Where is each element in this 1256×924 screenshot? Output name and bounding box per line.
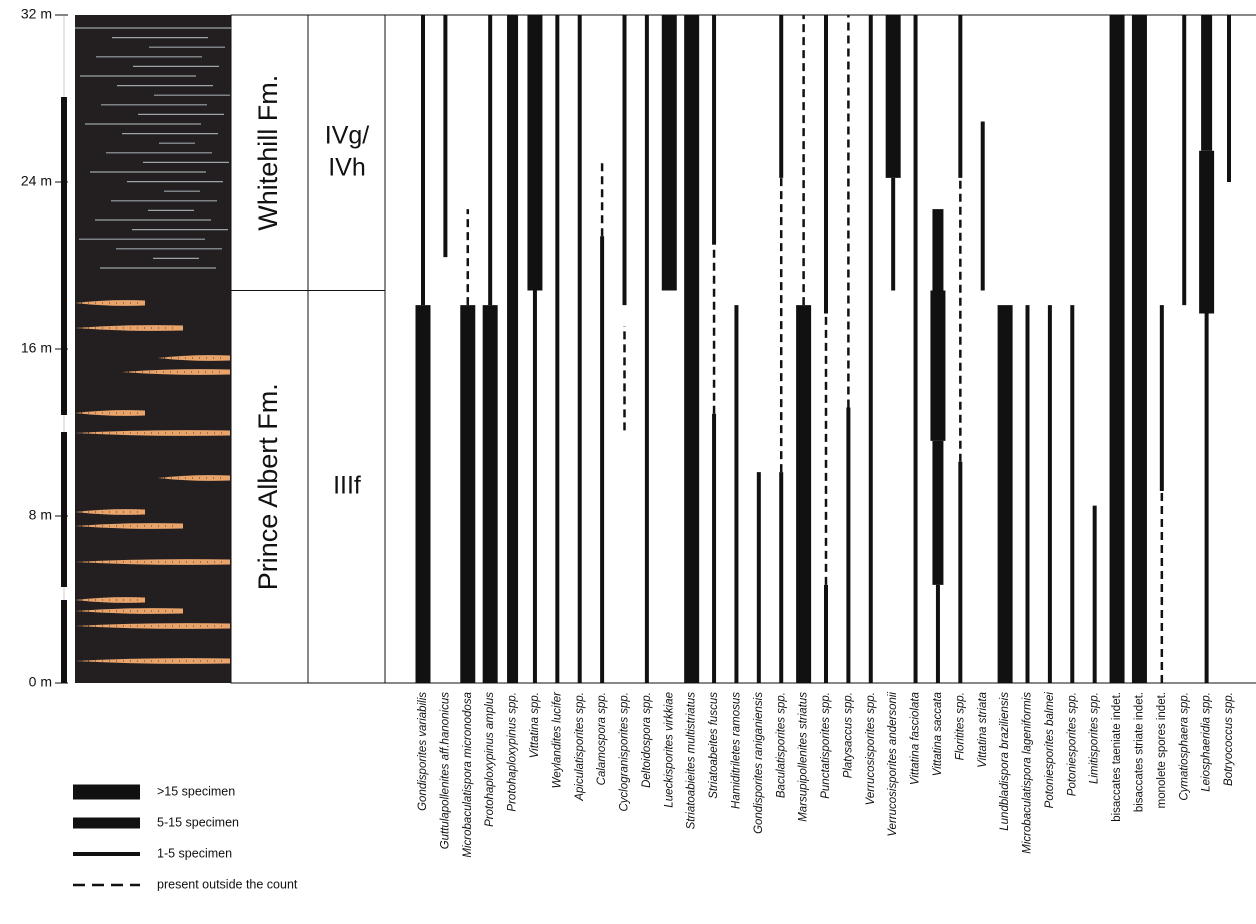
y-tick-label: 0 m	[29, 674, 52, 690]
taxon-label: Floritites spp.	[954, 692, 966, 760]
taxon-label: Verrucosisporites spp.	[865, 692, 877, 805]
taxon-label: Potoniesporites balmei	[1044, 692, 1056, 809]
taxon-label: Guttulapollenites aff.hanonicus	[439, 692, 451, 850]
taxon-label: Limitisporites spp.	[1089, 692, 1101, 784]
taxon-label: Weylandites lucifer	[551, 691, 563, 788]
taxon-label: bisaccates striate indet.	[1133, 692, 1145, 812]
taxon-label: Botryococcus spp.	[1223, 692, 1235, 786]
taxon-label: Microbaculatispora lageniformis	[1022, 692, 1034, 854]
taxon-label: Gondisporites raniganiensis	[753, 692, 765, 834]
y-tick-label: 8 m	[29, 507, 52, 523]
taxon-label: Potoniesporites spp.	[1066, 692, 1078, 796]
taxon-label: Leiosphaeridia spp.	[1201, 692, 1213, 792]
taxon-label: Vittatina spp.	[529, 692, 541, 758]
taxon-label: Lueckisporites virkkiae	[663, 692, 675, 808]
taxon-label: Baculatisporites spp.	[775, 692, 787, 798]
taxon-label: bisaccates taeniate indet.	[1111, 692, 1123, 822]
taxon-label: Apiculatisporites spp.	[574, 692, 586, 802]
unit-label: Whitehill Fm.	[253, 75, 283, 231]
thickness-bar	[61, 265, 67, 415]
taxon-label: Striatoabeites fuscus	[708, 692, 720, 799]
taxon-label: Cymatiosphaera spp.	[1178, 692, 1190, 801]
legend-label: present outside the count	[157, 877, 298, 891]
y-tick-label: 16 m	[21, 340, 52, 356]
taxon-label: Hamiditriletes ramosus	[730, 692, 742, 809]
taxon-label: Calamospora spp.	[596, 692, 608, 785]
lithology-column	[75, 15, 231, 683]
taxon-label: Punctatisporites spp.	[820, 692, 832, 799]
taxon-label: Marsupipollenites striatus	[798, 692, 810, 822]
taxon-label: Vittatina striata	[977, 692, 989, 768]
taxon-label: Protohaploxypinus spp.	[507, 692, 519, 812]
taxon-label: Lundbladispora braziliensis	[999, 692, 1011, 831]
y-tick-label: 24 m	[21, 173, 52, 189]
taxon-label: Striatoabieites multistriatus	[686, 692, 698, 830]
legend-label: 1-5 specimen	[157, 846, 232, 860]
thickness-bar	[61, 432, 67, 587]
taxon-label: Protohaploxypinus amplus	[484, 692, 496, 827]
taxon-label: Microbaculatispora micronodosa	[462, 692, 474, 858]
taxon-label: Gondisporites variabilis	[417, 692, 429, 811]
thickness-bar	[61, 600, 67, 683]
taxon-label: Platysaccus spp.	[842, 692, 854, 778]
taxon-label: monolete spores indet.	[1156, 692, 1168, 808]
taxon-label: Cyclogranisporites spp.	[619, 692, 631, 812]
legend-label: 5-15 specimen	[157, 815, 239, 829]
legend-label: >15 specimen	[157, 784, 235, 798]
unit-label: Prince Albert Fm.	[253, 383, 283, 590]
zone-label: IVh	[328, 153, 366, 181]
y-tick-label: 32 m	[21, 6, 52, 22]
zone-label: IIIf	[333, 471, 361, 499]
taxon-label: Verrucosisporites andersonii	[887, 692, 899, 837]
taxon-label: Deltoidospora spp.	[641, 692, 653, 788]
range-chart: 0 m 8 m 16 m 24 m 32 m Whitehill Fm. Prince Al…	[0, 0, 1256, 924]
zone-label: IVg/	[325, 121, 370, 149]
page: {"chart_data": { "type": "range", "ylim"…	[0, 0, 1256, 924]
taxon-label: Vittatina fasciolata	[910, 692, 922, 785]
taxon-label: Vittatina saccata	[932, 692, 944, 776]
